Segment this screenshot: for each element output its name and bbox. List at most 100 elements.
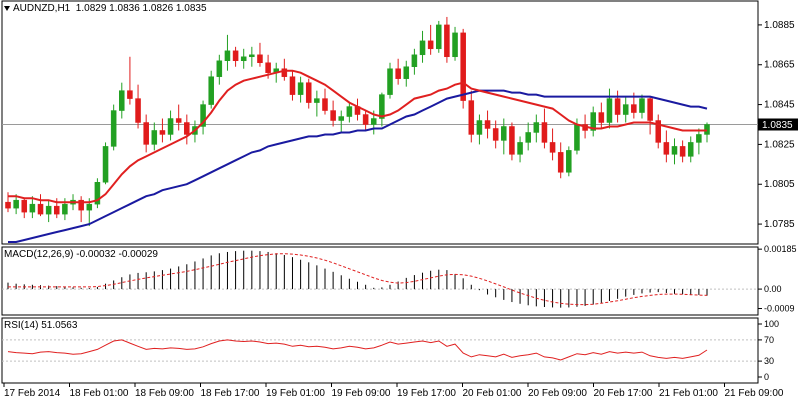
candle-body — [102, 146, 109, 183]
macd-tick-label: 0.00 — [764, 284, 782, 294]
candle-body — [557, 152, 564, 173]
candle-body — [574, 124, 580, 151]
candle-body — [297, 82, 304, 95]
candle-body — [370, 118, 377, 125]
candle-body — [492, 128, 499, 141]
time-tick-label: 18 Feb 17:00 — [201, 388, 260, 399]
candle-body — [606, 98, 613, 123]
macd-panel[interactable]: 0.00185 0.00 -0.0009 — [2, 244, 797, 314]
candle-body — [135, 98, 141, 123]
rsi-panel[interactable]: 100 70 30 0 — [2, 319, 779, 382]
candle-body — [45, 205, 52, 215]
macd-tick-label: 0.00185 — [764, 244, 797, 254]
low-value: 1.0826 — [142, 3, 174, 14]
candle-body — [257, 54, 263, 63]
candle-body — [590, 112, 596, 131]
candle-body — [119, 90, 125, 111]
dropdown-arrow-icon[interactable] — [4, 5, 10, 11]
candle-body — [541, 122, 548, 143]
rsi-label: RSI(14) — [4, 320, 39, 331]
candle-body — [517, 142, 523, 155]
candle-body — [346, 106, 353, 117]
candle-body — [460, 32, 466, 101]
rsi-tick-label: 70 — [764, 335, 774, 345]
candle-body — [224, 50, 231, 62]
candle-body — [655, 120, 662, 143]
candle-body — [704, 124, 710, 135]
rsi-tick-label: 30 — [764, 356, 774, 366]
candle-body — [265, 62, 271, 73]
current-price-tag: 1.0835 — [762, 120, 793, 131]
rsi-line — [7, 339, 708, 361]
high-value: 1.0836 — [109, 3, 140, 14]
panel-frames — [1, 0, 759, 384]
candle-body — [314, 98, 320, 103]
candle-body — [687, 142, 694, 157]
candle-body — [29, 203, 36, 213]
candle-body — [184, 122, 190, 135]
candle-body — [468, 100, 475, 135]
candle-body — [549, 142, 556, 153]
time-tick-label: 18 Feb 01:00 — [70, 388, 129, 399]
candle-body — [427, 40, 434, 50]
price-tick-label: 1.0805 — [764, 179, 795, 190]
price-tick-label: 1.0865 — [764, 60, 795, 71]
candle-body — [78, 199, 84, 211]
candle-body — [151, 130, 158, 145]
candle-body — [631, 104, 637, 113]
time-tick-label: 19 Feb 17:00 — [397, 388, 456, 399]
candle-body — [305, 82, 312, 103]
price-tick-label: 1.0885 — [764, 20, 795, 31]
candle-body — [143, 122, 149, 145]
rsi-tick-label: 100 — [764, 319, 779, 329]
candle-body — [175, 118, 182, 123]
open-value: 1.0829 — [75, 3, 107, 14]
candle-body — [533, 122, 540, 133]
candle-body — [647, 98, 653, 121]
candle-body — [566, 150, 572, 173]
candle-body — [419, 40, 426, 56]
time-tick-label: 20 Feb 01:00 — [463, 388, 522, 399]
candle-body — [509, 126, 515, 155]
candle-body — [86, 203, 93, 211]
candle-body — [639, 98, 645, 113]
ma-fast-line — [8, 69, 707, 204]
candle-body — [167, 118, 174, 135]
candle-body — [281, 68, 288, 77]
candle-body — [525, 132, 531, 143]
symbol-label: AUDNZD,H1 — [13, 3, 71, 14]
time-tick-label: 19 Feb 09:00 — [332, 388, 391, 399]
candle-body — [598, 112, 605, 123]
candle-body — [232, 50, 239, 62]
current-price-tag-bg — [758, 118, 798, 131]
candle-body — [200, 104, 206, 127]
candle-body — [395, 68, 401, 79]
candle-body — [127, 90, 133, 99]
candle-body — [436, 24, 442, 50]
candle-body — [94, 182, 101, 205]
price-panel[interactable]: 1.0885 1.0865 1.0845 1.0825 1.0805 1.0785 1.08… — [2, 16, 798, 243]
candle-body — [476, 120, 483, 135]
ma-slow-line — [8, 89, 708, 243]
macd-tick-label: -0.0009 — [764, 304, 795, 314]
candle-body — [338, 116, 345, 121]
macd-main-value: -0.00032 — [76, 249, 116, 260]
candle-body — [249, 54, 255, 58]
candle-body — [696, 134, 702, 143]
time-tick-label: 19 Feb 01:00 — [266, 388, 325, 399]
candle-body — [53, 205, 60, 215]
candle-body — [614, 98, 621, 115]
time-tick-label: 20 Feb 09:00 — [528, 388, 587, 399]
macd-signal-line — [8, 253, 708, 306]
candle-body — [37, 203, 44, 215]
macd-label: MACD(12,26,9) — [4, 249, 74, 260]
time-tick-label: 17 Feb 2014 — [4, 388, 61, 399]
candle-body — [289, 76, 296, 95]
price-panel-header: AUDNZD,H1 1.0829 1.0836 1.0826 1.0835 — [4, 3, 207, 14]
macd-panel-header: MACD(12,26,9) -0.00032 -0.00029 — [4, 249, 158, 260]
candle-body — [663, 142, 670, 155]
candle-body — [452, 32, 458, 58]
candle-body — [159, 130, 166, 135]
price-tick-label: 1.0825 — [764, 139, 795, 150]
